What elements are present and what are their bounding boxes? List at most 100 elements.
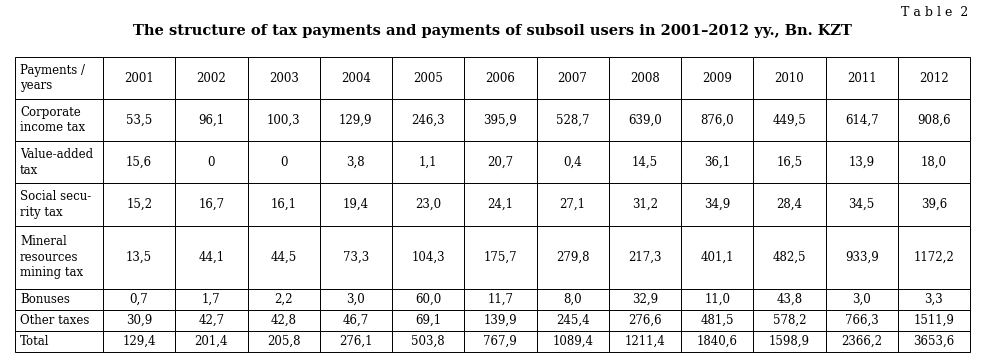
- Bar: [176, 184, 247, 226]
- Bar: [176, 310, 247, 331]
- Text: 175,7: 175,7: [484, 251, 517, 264]
- Bar: [320, 141, 392, 184]
- Text: 34,5: 34,5: [849, 198, 875, 211]
- Text: 614,7: 614,7: [845, 114, 878, 127]
- Bar: [320, 310, 392, 331]
- Bar: [609, 226, 681, 289]
- Bar: [537, 226, 609, 289]
- Bar: [464, 184, 537, 226]
- Text: 16,7: 16,7: [198, 198, 225, 211]
- Bar: [464, 310, 537, 331]
- Text: 766,3: 766,3: [845, 314, 879, 327]
- Bar: [753, 331, 825, 352]
- Text: 481,5: 481,5: [700, 314, 734, 327]
- Bar: [464, 99, 537, 141]
- Text: Mineral
resources
mining tax: Mineral resources mining tax: [20, 235, 83, 279]
- Text: 0: 0: [280, 156, 287, 169]
- Text: 30,9: 30,9: [126, 314, 152, 327]
- Bar: [103, 226, 176, 289]
- Text: 1598,9: 1598,9: [769, 335, 810, 348]
- Bar: [15, 57, 103, 99]
- Text: 449,5: 449,5: [772, 114, 806, 127]
- Text: 31,2: 31,2: [632, 198, 658, 211]
- Bar: [898, 226, 970, 289]
- Bar: [537, 310, 609, 331]
- Bar: [15, 289, 103, 310]
- Bar: [681, 57, 753, 99]
- Text: 60,0: 60,0: [415, 293, 441, 306]
- Text: 13,9: 13,9: [849, 156, 875, 169]
- Bar: [320, 226, 392, 289]
- Text: 639,0: 639,0: [628, 114, 662, 127]
- Text: 767,9: 767,9: [484, 335, 517, 348]
- Text: 2366,2: 2366,2: [841, 335, 882, 348]
- Text: The structure of tax payments and payments of subsoil users in 2001–2012 yy., Bn: The structure of tax payments and paymen…: [132, 24, 852, 38]
- Text: 73,3: 73,3: [342, 251, 369, 264]
- Bar: [609, 310, 681, 331]
- Text: 276,1: 276,1: [339, 335, 373, 348]
- Bar: [247, 289, 320, 310]
- Text: 15,2: 15,2: [127, 198, 152, 211]
- Bar: [247, 226, 320, 289]
- Text: Value-added
tax: Value-added tax: [20, 148, 93, 177]
- Text: 395,9: 395,9: [484, 114, 517, 127]
- Bar: [681, 310, 753, 331]
- Text: 3,0: 3,0: [852, 293, 871, 306]
- Bar: [753, 57, 825, 99]
- Text: 246,3: 246,3: [411, 114, 445, 127]
- Bar: [392, 184, 464, 226]
- Bar: [247, 57, 320, 99]
- Bar: [320, 57, 392, 99]
- Text: 3,0: 3,0: [346, 293, 365, 306]
- Text: Other taxes: Other taxes: [20, 314, 89, 327]
- Text: 34,9: 34,9: [704, 198, 730, 211]
- Text: 205,8: 205,8: [267, 335, 300, 348]
- Text: 3653,6: 3653,6: [913, 335, 955, 348]
- Bar: [609, 289, 681, 310]
- Text: Total: Total: [20, 335, 49, 348]
- Text: 8,0: 8,0: [563, 293, 582, 306]
- Text: 876,0: 876,0: [700, 114, 734, 127]
- Text: 14,5: 14,5: [632, 156, 658, 169]
- Text: 69,1: 69,1: [415, 314, 441, 327]
- Bar: [103, 331, 176, 352]
- Text: 2008: 2008: [630, 72, 660, 85]
- Bar: [392, 141, 464, 184]
- Text: 2,2: 2,2: [275, 293, 293, 306]
- Bar: [898, 310, 970, 331]
- Text: 1511,9: 1511,9: [913, 314, 955, 327]
- Text: 18,0: 18,0: [921, 156, 947, 169]
- Bar: [320, 331, 392, 352]
- Text: 44,5: 44,5: [271, 251, 296, 264]
- Text: 503,8: 503,8: [411, 335, 445, 348]
- Bar: [609, 99, 681, 141]
- Text: 401,1: 401,1: [700, 251, 734, 264]
- Bar: [15, 310, 103, 331]
- Bar: [103, 141, 176, 184]
- Bar: [753, 184, 825, 226]
- Text: 2010: 2010: [775, 72, 804, 85]
- Bar: [247, 141, 320, 184]
- Text: 245,4: 245,4: [556, 314, 590, 327]
- Bar: [609, 331, 681, 352]
- Text: 3,8: 3,8: [346, 156, 365, 169]
- Text: 2007: 2007: [557, 72, 588, 85]
- Text: 16,5: 16,5: [776, 156, 802, 169]
- Bar: [103, 57, 176, 99]
- Bar: [392, 331, 464, 352]
- Text: 2005: 2005: [413, 72, 443, 85]
- Bar: [537, 184, 609, 226]
- Bar: [176, 226, 247, 289]
- Bar: [247, 99, 320, 141]
- Text: 1840,6: 1840,6: [697, 335, 738, 348]
- Bar: [176, 331, 247, 352]
- Bar: [681, 141, 753, 184]
- Text: 0: 0: [208, 156, 215, 169]
- Text: 13,5: 13,5: [127, 251, 152, 264]
- Text: 129,9: 129,9: [339, 114, 373, 127]
- Bar: [15, 141, 103, 184]
- Text: 16,1: 16,1: [271, 198, 296, 211]
- Bar: [681, 226, 753, 289]
- Text: 129,4: 129,4: [123, 335, 156, 348]
- Text: 11,0: 11,0: [704, 293, 730, 306]
